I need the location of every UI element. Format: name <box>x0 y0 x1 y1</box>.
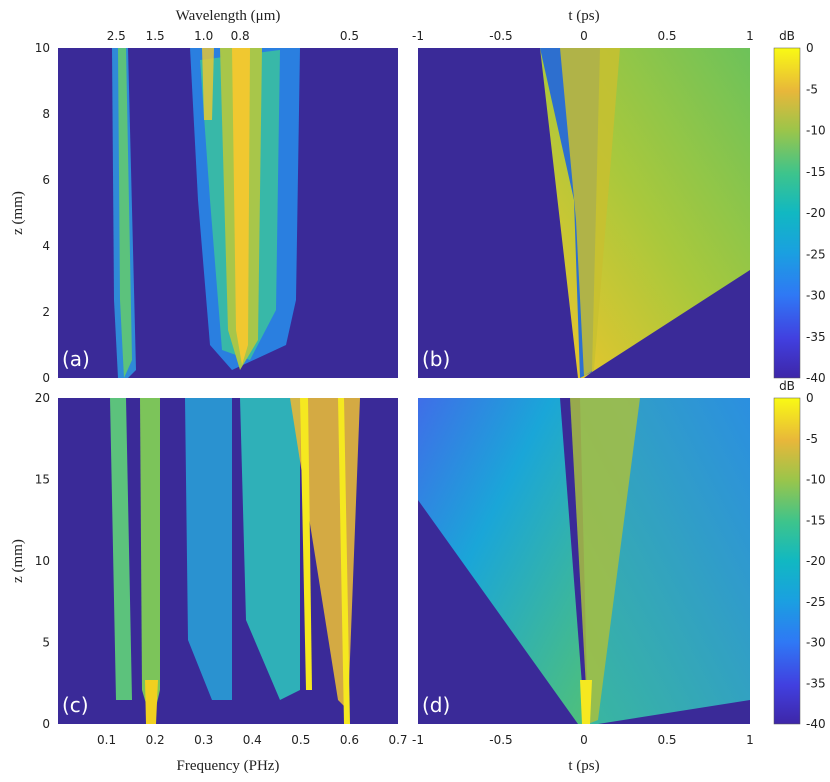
colorbar-top <box>773 47 801 379</box>
xtick-frequency: 0.5 <box>291 733 310 747</box>
top-left-axis-title: Wavelength (μm) <box>176 8 281 24</box>
colorbar-tick: -30 <box>806 289 826 303</box>
top-tick-time: 1 <box>746 29 754 43</box>
band-c-mid <box>185 398 232 700</box>
colorbar-tick: -35 <box>806 676 826 690</box>
colorbar-tick: 0 <box>806 41 814 55</box>
xtick-time: 1 <box>746 733 754 747</box>
colorbar-tick: -25 <box>806 595 826 609</box>
ytick-a: 8 <box>42 107 50 121</box>
band-c-mid2 <box>240 398 300 700</box>
xtick-time: -0.5 <box>489 733 512 747</box>
colorbar-tick: -20 <box>806 206 826 220</box>
ytick-a: 6 <box>42 173 50 187</box>
colorbar-bottom <box>773 397 801 725</box>
colorbar-tick: -10 <box>806 124 826 138</box>
xtick-frequency: 0.4 <box>243 733 262 747</box>
ytick-c: 15 <box>35 473 50 487</box>
band-a-main-peak <box>232 48 250 365</box>
fan-d-left <box>418 398 585 724</box>
colorbar-tick: -15 <box>806 513 826 527</box>
top-tick-time: -1 <box>412 29 424 43</box>
colorbar-tick: -20 <box>806 554 826 568</box>
ylabel-a: z (mm) <box>10 191 26 235</box>
band-c-pump-peak <box>145 680 158 724</box>
band-c-ir <box>110 398 132 700</box>
ylabel-c: z (mm) <box>10 539 26 583</box>
xtick-time: 0.5 <box>657 733 676 747</box>
xtick-frequency: 0.1 <box>97 733 116 747</box>
ytick-a: 4 <box>42 239 50 253</box>
panel-c-spectrum <box>110 398 360 724</box>
panel-d-temporal <box>418 398 750 724</box>
ytick-a: 10 <box>35 41 50 55</box>
colorbar-tick: -40 <box>806 371 826 385</box>
bottom-left-axis-title: Frequency (PHz) <box>177 758 280 774</box>
colorbar-label: dB <box>779 29 795 43</box>
band-c-line2 <box>338 398 350 724</box>
ytick-a: 0 <box>42 371 50 385</box>
panel-label: (c) <box>62 693 89 717</box>
colorbar-tick: -10 <box>806 473 826 487</box>
colorbar-tick: -5 <box>806 432 818 446</box>
top-tick-time: -0.5 <box>489 29 512 43</box>
colorbar-tick: -25 <box>806 247 826 261</box>
colorbar-label: dB <box>779 379 795 393</box>
fan-d-core <box>570 398 640 724</box>
colorbar-tick: -40 <box>806 717 826 731</box>
top-tick-wavelength: 1.0 <box>194 29 213 43</box>
colorbar-tick: -30 <box>806 636 826 650</box>
xtick-frequency: 0.2 <box>146 733 165 747</box>
ytick-c: 5 <box>42 636 50 650</box>
top-tick-time: 0.5 <box>657 29 676 43</box>
fan-b-core <box>560 48 620 376</box>
ytick-c: 20 <box>35 391 50 405</box>
colorbar-tick: -35 <box>806 330 826 344</box>
xtick-frequency: 0.7 <box>388 733 407 747</box>
top-right-axis-title: t (ps) <box>568 8 599 24</box>
top-tick-wavelength: 2.5 <box>107 29 126 43</box>
top-tick-wavelength: 1.5 <box>146 29 165 43</box>
band-c-line1 <box>300 398 312 690</box>
colorbar-tick: -15 <box>806 165 826 179</box>
xtick-frequency: 0.3 <box>194 733 213 747</box>
panel-label: (b) <box>422 347 450 371</box>
bottom-right-axis-title: t (ps) <box>568 758 599 774</box>
ytick-a: 2 <box>42 305 50 319</box>
colorbar-tick: -5 <box>806 82 818 96</box>
fan-d-peak <box>580 680 592 724</box>
ytick-c: 0 <box>42 717 50 731</box>
panel-label: (d) <box>422 693 450 717</box>
band-c-pump <box>140 398 160 724</box>
panel-b-temporal <box>540 48 750 378</box>
top-tick-wavelength: 0.8 <box>231 29 250 43</box>
band-a-top-peak <box>202 48 214 120</box>
xtick-frequency: 0.6 <box>340 733 359 747</box>
ytick-c: 10 <box>35 554 50 568</box>
xtick-time: -1 <box>412 733 424 747</box>
colorbar-tick: 0 <box>806 391 814 405</box>
top-tick-wavelength: 0.5 <box>340 29 359 43</box>
xtick-time: 0 <box>580 733 588 747</box>
panel-label: (a) <box>62 347 90 371</box>
top-tick-time: 0 <box>580 29 588 43</box>
band-a-ir-core <box>118 48 132 378</box>
panel-a-spectrum <box>112 48 300 378</box>
